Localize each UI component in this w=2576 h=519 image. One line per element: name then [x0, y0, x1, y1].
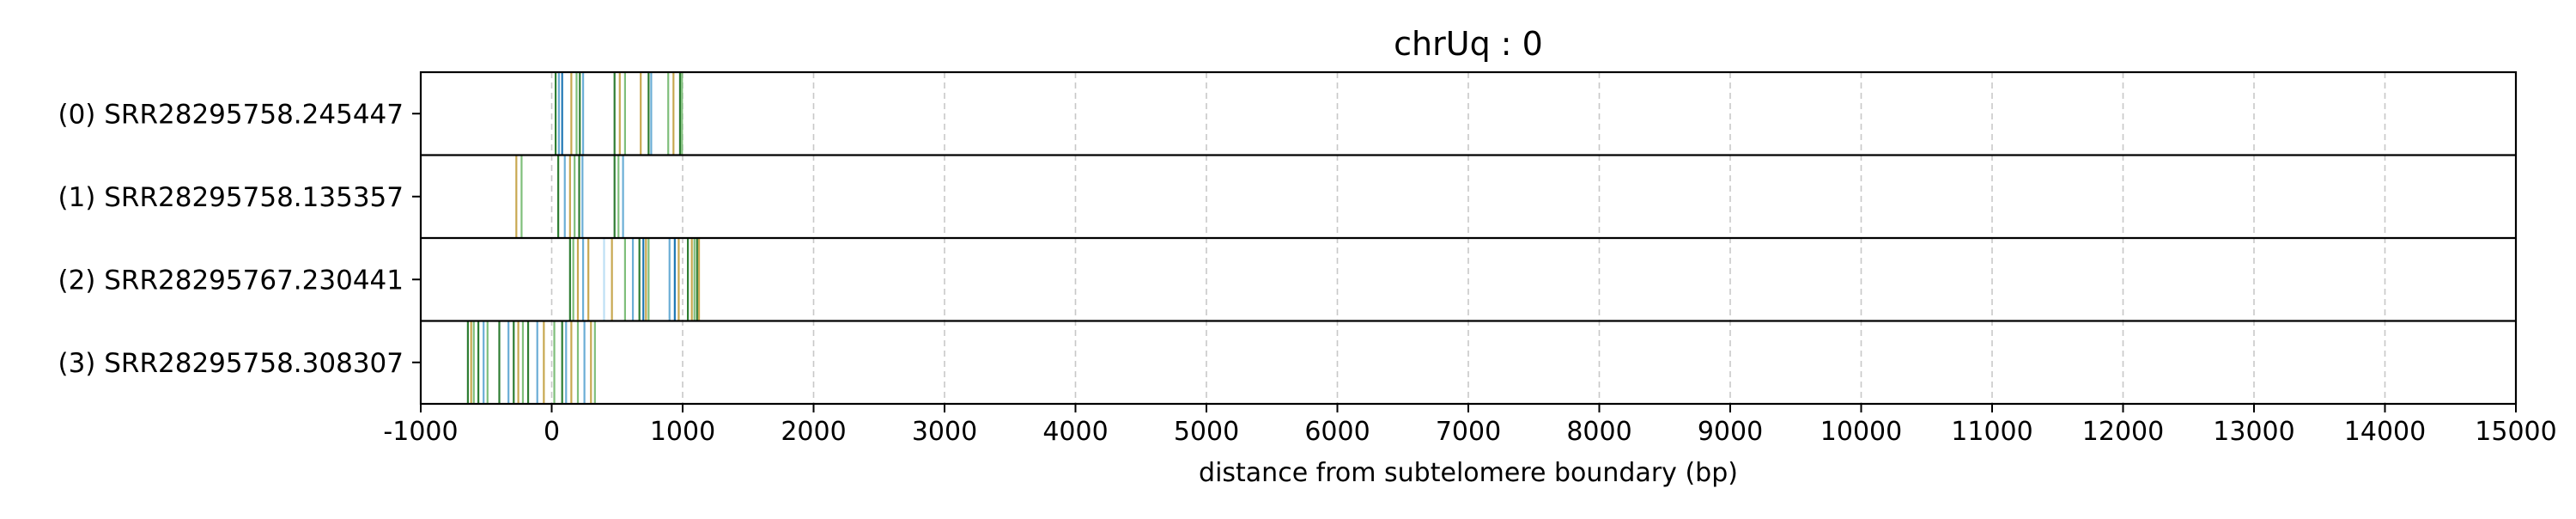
xtick-labels: -1000 0 1000 2000 3000 4000 5000 6000 7000 8000 90… [383, 404, 2557, 447]
xtick-label: 1000 [650, 417, 715, 447]
xtick-label: 14000 [2344, 417, 2426, 447]
ytick-labels: (0) SRR28295758.245447 (1) SRR28295758.13… [58, 99, 421, 379]
xtick-label: 3000 [912, 417, 977, 447]
chart-title: chrUq : 0 [1394, 25, 1543, 63]
xtick-label: 7000 [1436, 417, 1501, 447]
xtick-label: 9000 [1698, 417, 1763, 447]
xtick-label: -1000 [383, 417, 458, 447]
xtick-label: 5000 [1174, 417, 1239, 447]
row-label: (0) SRR28295758.245447 [58, 99, 404, 130]
xtick-label: 12000 [2082, 417, 2164, 447]
xtick-label: 6000 [1304, 417, 1370, 447]
row-label: (2) SRR28295767.230441 [58, 265, 404, 296]
xtick-label: 2000 [781, 417, 846, 447]
xtick-label: 8000 [1566, 417, 1631, 447]
xtick-label: 10000 [1820, 417, 1902, 447]
row-label: (1) SRR28295758.135357 [58, 182, 404, 213]
x-axis-label: distance from subtelomere boundary (bp) [1199, 458, 1738, 488]
xtick-label: 4000 [1042, 417, 1108, 447]
xtick-label: 0 [544, 417, 560, 447]
xtick-label: 15000 [2475, 417, 2556, 447]
marks-layer [466, 72, 701, 404]
row-label: (3) SRR28295758.308307 [58, 348, 404, 379]
xtick-label: 11000 [1951, 417, 2032, 447]
xtick-label: 13000 [2213, 417, 2294, 447]
